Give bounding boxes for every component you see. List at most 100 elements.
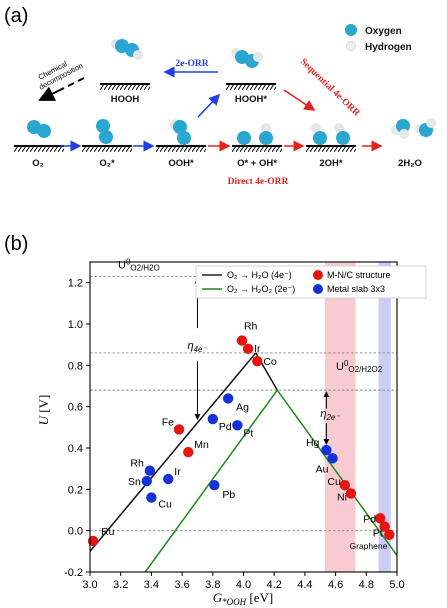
x-tick-label: 3.2	[113, 579, 128, 591]
metal-label-rh: Rh	[130, 458, 144, 470]
metal-label-hg: Hg	[306, 437, 320, 449]
y-tick-label: 0.6	[68, 402, 83, 414]
metal-label-ag: Ag	[236, 401, 249, 413]
species-o2-ads: O₂*	[99, 158, 115, 169]
mnc-label-co: Co	[263, 356, 277, 368]
metal-label-cu: Cu	[158, 499, 172, 511]
mnc-point-co	[252, 356, 263, 367]
x-axis-title: G*OOH [eV]	[213, 590, 273, 607]
o-oh-adsorbed-icon	[237, 123, 273, 145]
volcano-plot: U0O2/H2O U0O2/H2O2 η4e⁻ η2e⁻ RuFeMnRhIrC…	[36, 257, 427, 607]
mnc-point-pd	[374, 513, 386, 524]
metal-point-ag	[222, 393, 234, 404]
mnc-point-cu	[339, 480, 351, 491]
label-direct-4e-orr: Direct 4e-ORR	[228, 177, 289, 187]
mnc-point-ni	[345, 488, 357, 499]
species-hooh-ads: HOOH*	[235, 94, 268, 105]
species-o2: O₂	[32, 158, 44, 169]
reaction-scheme: (a) Oxygen Hydrogen	[4, 5, 436, 187]
metal-point-cu	[146, 492, 157, 503]
species-2oh-ads: 2OH*	[319, 158, 343, 169]
mnc-label-pt: Pt	[373, 528, 383, 540]
u0-o2-h2o-label: U0O2/H2O	[118, 257, 160, 272]
legend-box	[195, 265, 427, 299]
volcano-4e-rise	[89, 352, 257, 552]
legend-mnc-marker	[313, 270, 323, 280]
metal-point-pt	[232, 420, 243, 431]
oxygen-legend-label: Oxygen	[365, 26, 402, 37]
legend-4e-label: O₂ → H₂O (4e⁻)	[227, 270, 292, 280]
x-tick-label: 3.4	[144, 579, 159, 591]
species-ooh-ads: OOH*	[168, 158, 194, 169]
band-1	[378, 262, 391, 572]
chemical-dash-b	[67, 82, 75, 87]
metal-label-ir: Ir	[174, 466, 181, 478]
axis-ticks: 3.0 3.2 3.4 3.6 3.8 4.0 4.2 4.4 4.6 4.8 5.0 -0.2 0.0…	[64, 278, 405, 591]
mnc-label-graphene: Graphene	[350, 541, 388, 551]
highlight-bands	[324, 262, 391, 572]
oxygen-legend-icon	[345, 24, 357, 36]
y-tick-label: -0.2	[64, 567, 83, 579]
o2-molecule-icon	[27, 120, 51, 138]
u0-o2-h2o2-label: U0O2/H2O2	[336, 359, 383, 374]
chemical-dash-a	[77, 77, 85, 82]
mnc-label-ru: Ru	[101, 526, 115, 538]
species-hooh: HOOH	[111, 94, 140, 105]
arrow-sequential	[283, 89, 316, 111]
mnc-label-ir: Ir	[254, 343, 261, 355]
x-tick-label: 3.6	[174, 579, 189, 591]
legend-metal-label: Metal slab 3x3	[327, 284, 385, 294]
x-tick-label: 3.8	[205, 579, 220, 591]
hooh-adsorbed-icon	[231, 48, 263, 68]
water-molecules-icon	[391, 118, 436, 139]
metal-point-au	[327, 453, 338, 464]
species-2h2o: 2H₂O	[398, 158, 422, 169]
y-tick-label: 1.0	[68, 319, 83, 331]
y-tick-label: 0.2	[68, 484, 83, 496]
legend-metal-marker	[313, 284, 323, 294]
data-points: RuFeMnRhIrCoCuNiPdPtGrapheneRhSnIrCuPdAg…	[87, 321, 395, 551]
band-0	[324, 262, 356, 572]
metal-label-pt: Pt	[243, 427, 253, 439]
two-oh-adsorbed-icon	[311, 123, 350, 145]
y-tick-label: 0.0	[68, 526, 83, 538]
arrow-ooh-to-hooh-ads	[197, 93, 221, 118]
volcano-right	[276, 389, 398, 556]
mnc-point-graphene	[384, 529, 395, 540]
metal-label-au: Au	[316, 463, 329, 475]
chart-legend: O₂ → H₂O (4e⁻) O₂ → H₂O₂ (2e⁻) M-N/C str…	[195, 265, 427, 299]
label-sequential-4e-orr: Sequential 4e-ORR	[298, 57, 361, 119]
metal-point-ir	[163, 473, 174, 485]
hydrogen-legend-label: Hydrogen	[365, 42, 412, 53]
surfaces	[14, 83, 356, 152]
metal-label-pd: Pd	[219, 421, 232, 433]
y-tick-label: 1.2	[68, 278, 83, 290]
y-axis-title: U [V]	[36, 395, 51, 426]
hydrogen-legend-icon	[346, 41, 356, 51]
panel-b-label: (b)	[4, 233, 28, 255]
mnc-label-ni: Ni	[337, 491, 347, 503]
x-tick-label: 4.4	[297, 579, 312, 591]
metal-label-pb: Pb	[222, 489, 235, 501]
metal-point-pd	[207, 413, 218, 425]
panel-a-label: (a)	[4, 5, 28, 27]
mnc-point-ru	[87, 535, 99, 547]
mnc-label-pd: Pd	[363, 513, 376, 525]
o2-adsorbed-icon	[96, 119, 113, 144]
mnc-point-rh	[236, 335, 248, 346]
hooh-molecule-icon	[111, 39, 143, 60]
x-tick-label: 4.0	[236, 579, 251, 591]
mnc-point-mn	[183, 446, 194, 458]
x-tick-label: 4.6	[328, 579, 343, 591]
legend-mnc-label: M-N/C structure	[327, 270, 391, 280]
molecules	[27, 39, 436, 145]
metal-point-hg	[321, 444, 332, 456]
mnc-label-rh: Rh	[244, 321, 258, 333]
mnc-label-fe: Fe	[162, 416, 174, 428]
x-tick-label: 4.2	[267, 579, 282, 591]
mnc-point-pt	[379, 521, 390, 532]
metal-label-sn: Sn	[128, 476, 141, 488]
x-tick-label: 4.8	[359, 579, 374, 591]
mnc-label-mn: Mn	[194, 439, 209, 451]
eta-4e-label: η4e⁻	[187, 340, 207, 354]
